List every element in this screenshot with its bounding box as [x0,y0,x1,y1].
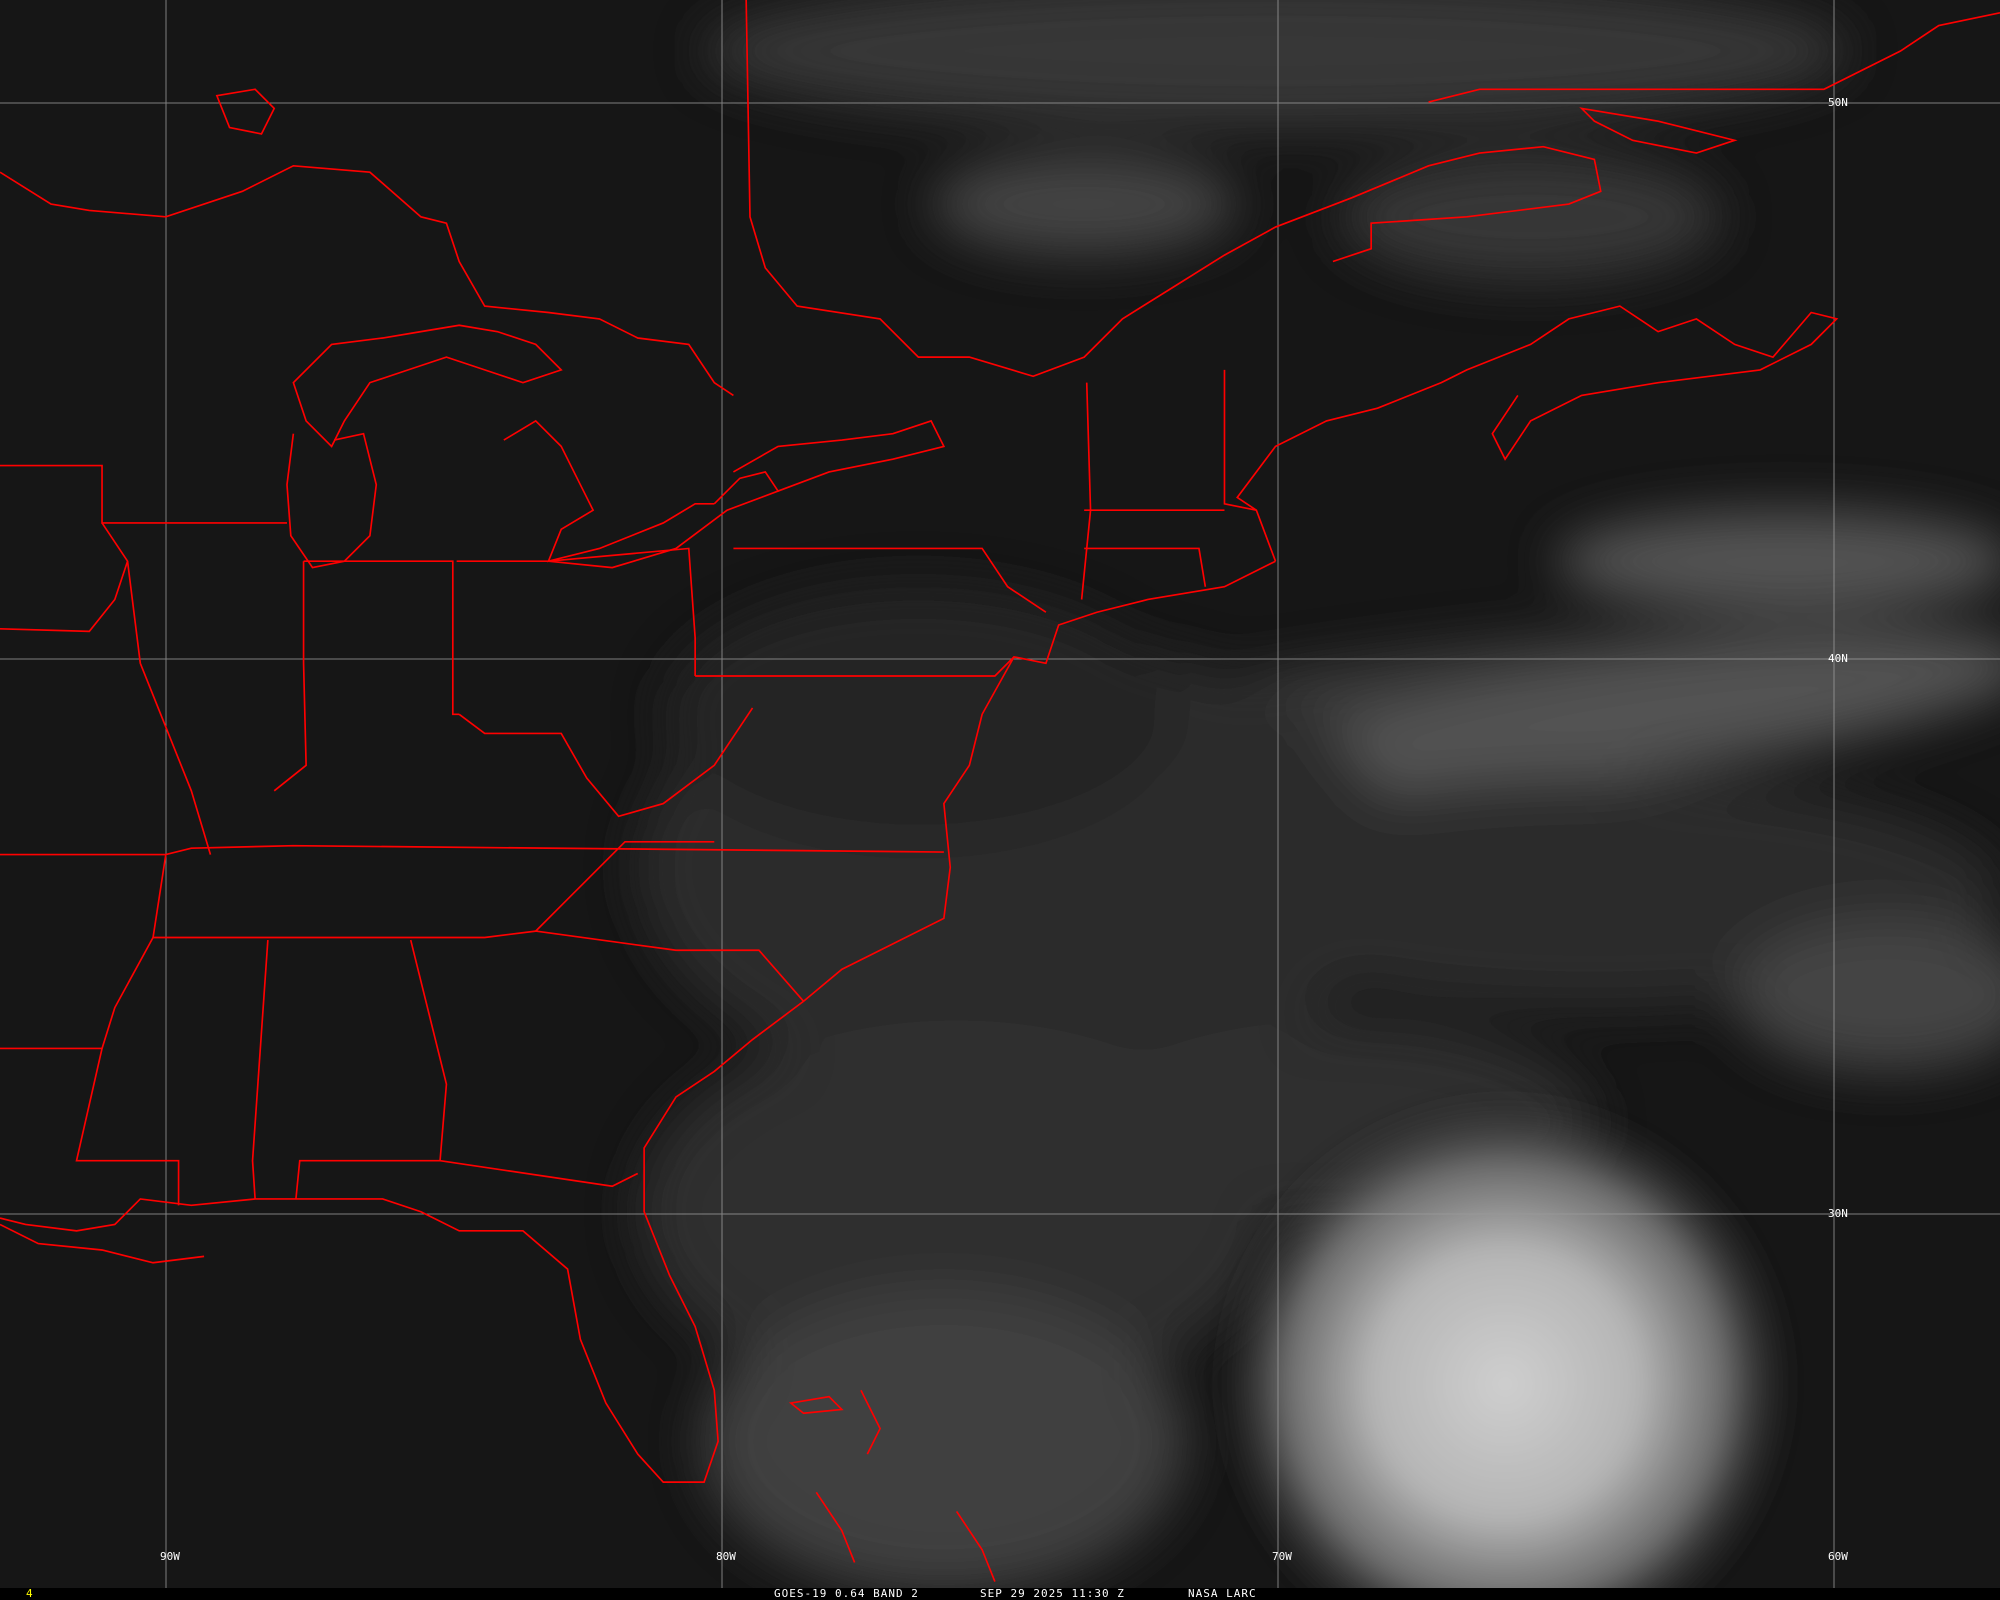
cloud-layer [637,0,2000,1588]
longitude-label-90w: 90W [160,1550,180,1563]
longitude-label-70w: 70W [1272,1550,1292,1563]
hurricane [1211,1090,1799,1588]
latitude-label-30n: 30N [1828,1207,1848,1220]
frame-number: 4 [26,1587,34,1600]
datetime-label: SEP 29 2025 11:30 Z [980,1587,1125,1600]
credit-label: NASA LARC [1188,1587,1257,1600]
info-bar: 4 GOES-19 0.64 BAND 2 SEP 29 2025 11:30 … [0,1587,2000,1600]
latitude-label-50n: 50N [1828,96,1848,109]
band-label: GOES-19 0.64 BAND 2 [774,1587,919,1600]
longitude-label-60w: 60W [1828,1550,1848,1563]
longitude-label-80w: 80W [716,1550,736,1563]
latitude-label-40n: 40N [1828,652,1848,665]
